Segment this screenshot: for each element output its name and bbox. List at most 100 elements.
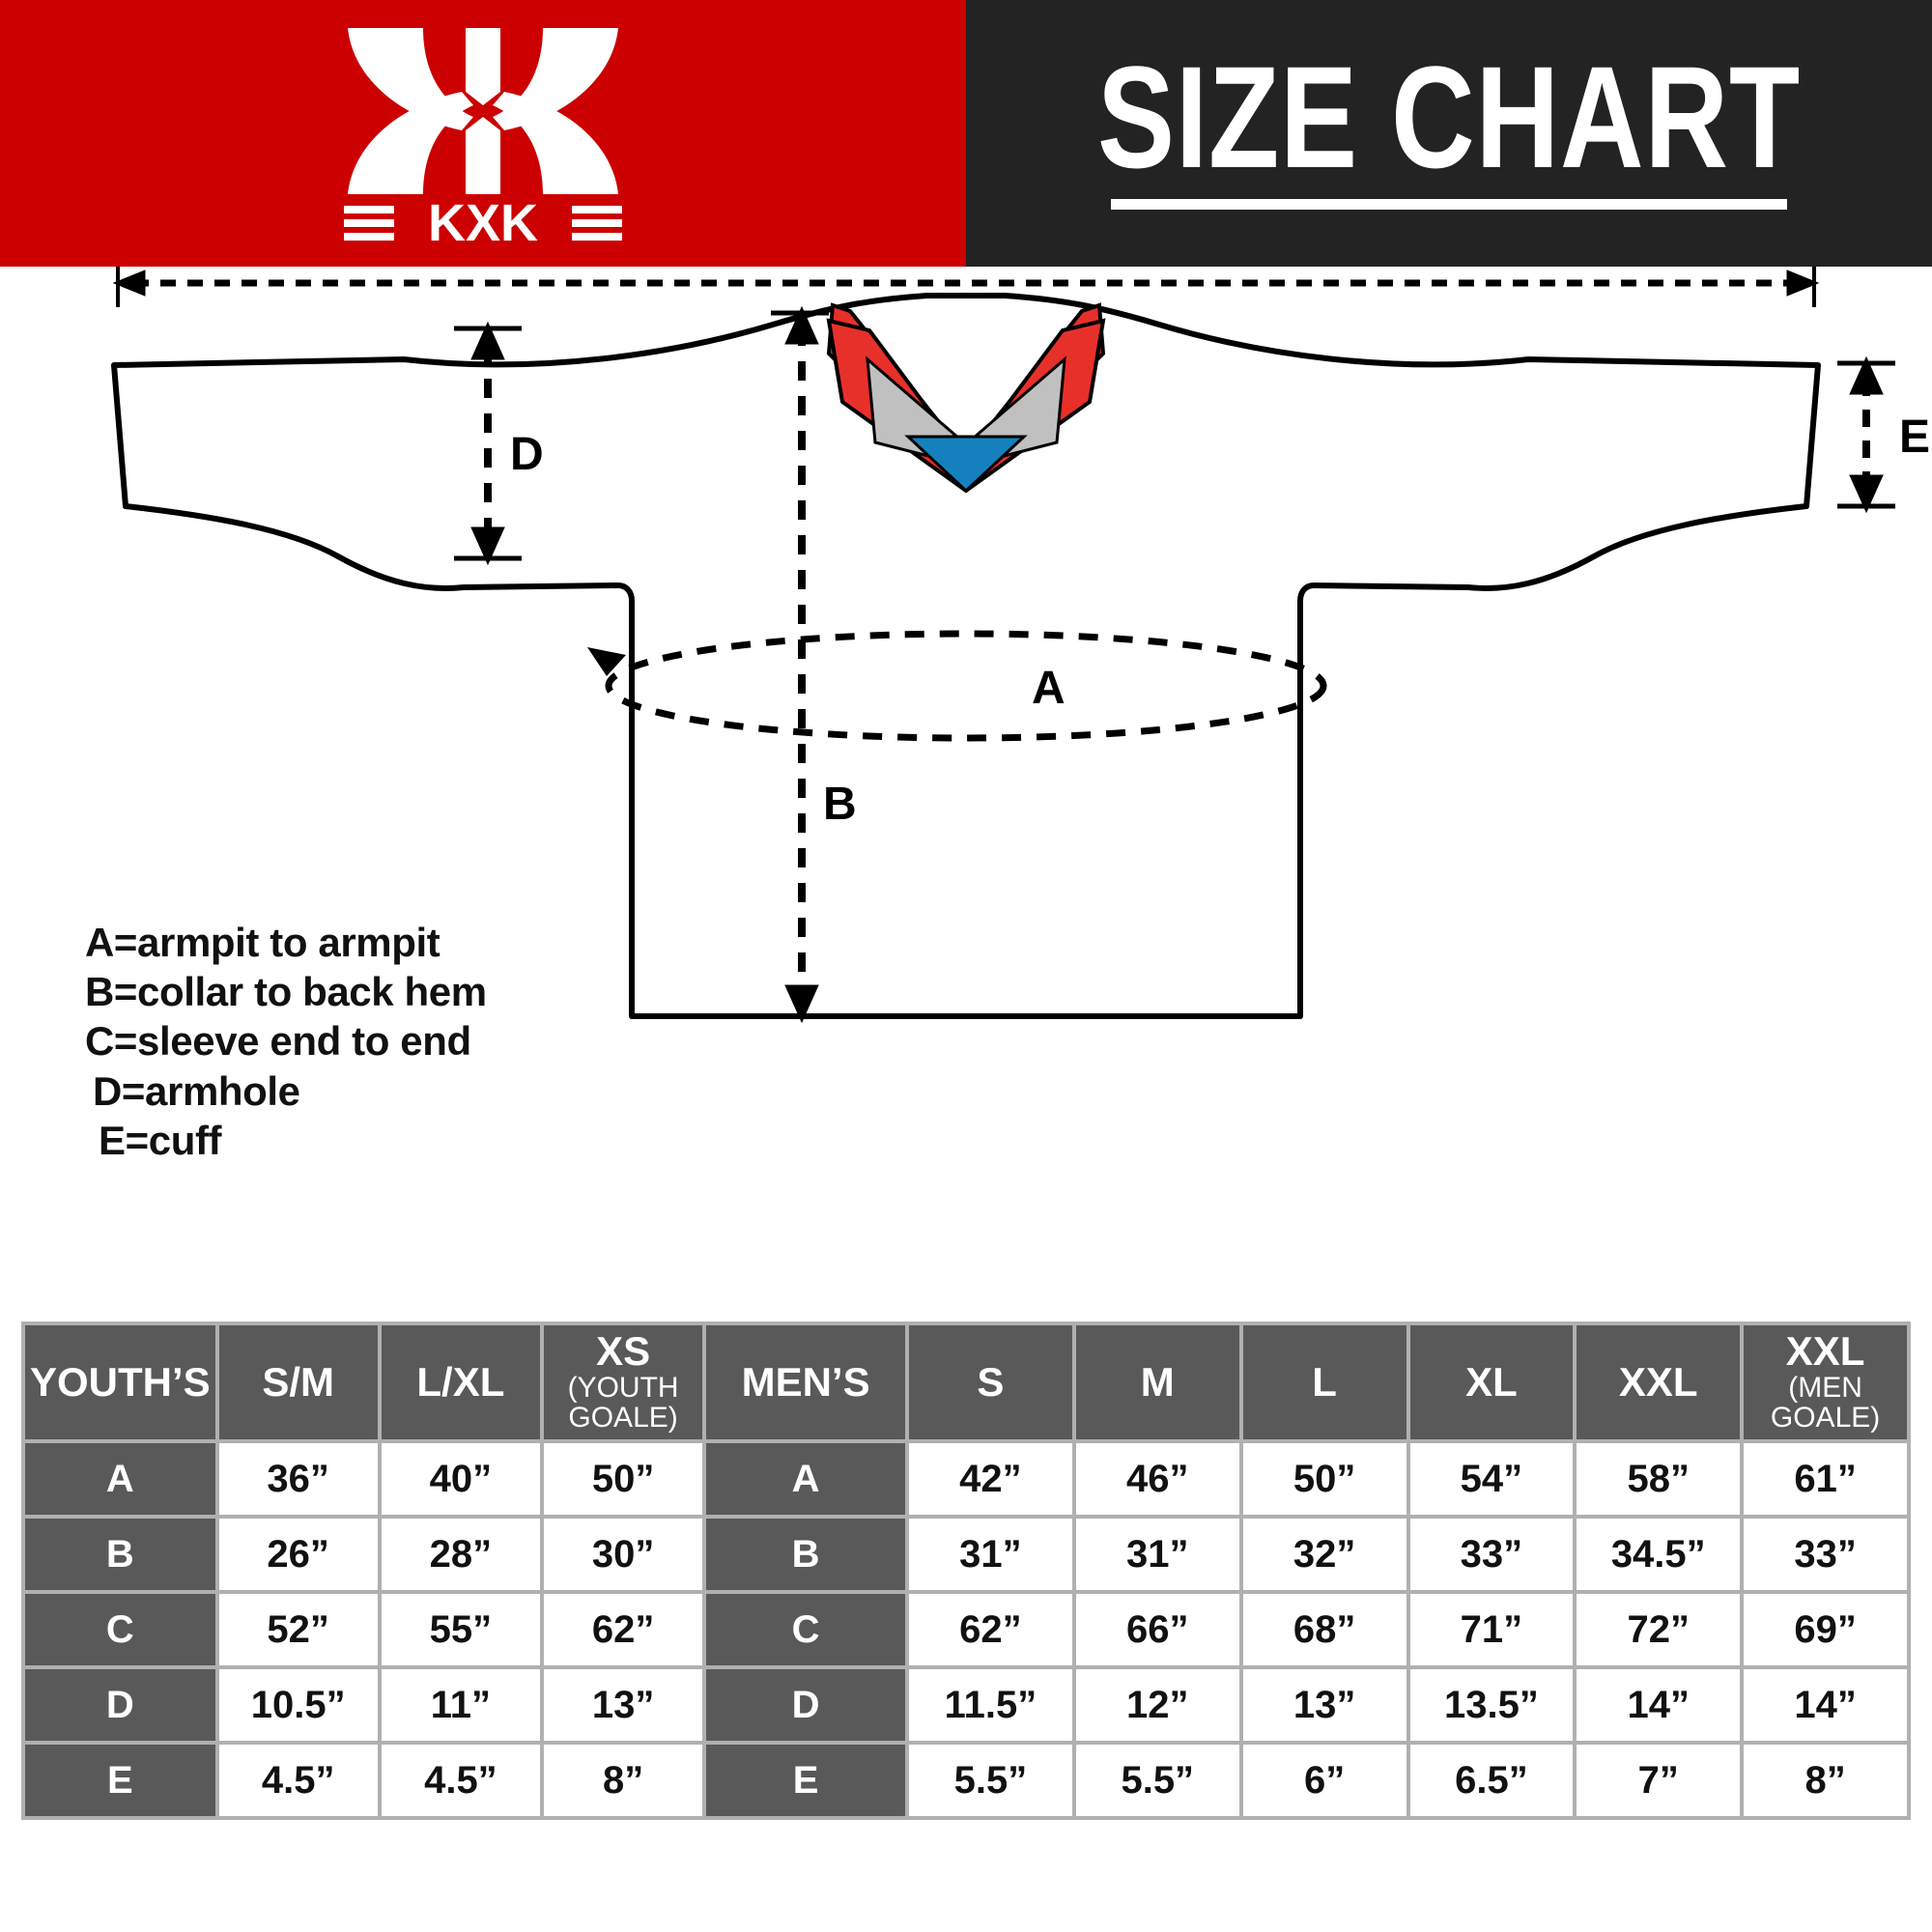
cell-youth-B-2: 30”: [543, 1519, 703, 1590]
cell-mens-D-2: 13”: [1242, 1669, 1406, 1741]
cell-youth-B-1: 28”: [381, 1519, 540, 1590]
header-mens-col-5: XXL (MEN GOALE): [1744, 1325, 1907, 1439]
header-main: MEN’S: [741, 1359, 870, 1405]
header-mens-col-0: S: [909, 1325, 1072, 1439]
cell-mens-D-0: 11.5”: [909, 1669, 1072, 1741]
cell-mens-C-3: 71”: [1409, 1594, 1574, 1665]
header-main: YOUTH’S: [29, 1359, 211, 1405]
cell-youth-C-0: 52”: [218, 1594, 378, 1665]
header-mens-col-3: XL: [1409, 1325, 1574, 1439]
brand-panel: KXK: [0, 0, 966, 267]
dimension-a-arrowhead: [587, 647, 626, 676]
logo-wordmark-text: KXK: [428, 194, 538, 244]
header-main: XXL: [1785, 1328, 1865, 1375]
page-header: KXK SIZE CHART: [0, 0, 1932, 267]
cell-youth-D-0: 10.5”: [218, 1669, 378, 1741]
cell-mens-A-5: 61”: [1744, 1443, 1907, 1515]
cell-youth-A-0: 36”: [218, 1443, 378, 1515]
cell-mens-C-2: 68”: [1242, 1594, 1406, 1665]
header-mens-col-1: M: [1075, 1325, 1239, 1439]
row-key-youth-B: B: [25, 1519, 215, 1590]
header-sub: (MEN GOALE): [1770, 1372, 1881, 1434]
header-main: S/M: [262, 1359, 335, 1405]
cell-mens-B-4: 34.5”: [1577, 1519, 1741, 1590]
header-main: S: [977, 1359, 1005, 1405]
cell-mens-C-4: 72”: [1577, 1594, 1741, 1665]
header-mens-col-2: L: [1242, 1325, 1406, 1439]
cell-mens-E-2: 6”: [1242, 1745, 1406, 1816]
header-main: L: [1312, 1359, 1337, 1405]
title-panel: SIZE CHART: [966, 0, 1932, 267]
legend-line-c: C=sleeve end to end: [85, 1018, 471, 1065]
header-youth-col-2: XS (YOUTH GOALE): [543, 1325, 703, 1439]
size-table: YOUTH’S S/M L/XL XS (YOUTH GOALE) MEN’S S M L XL X…: [21, 1321, 1911, 1820]
table-row: B 26” 28” 30” B 31” 31” 32” 33” 34.5” 33”: [25, 1519, 1907, 1590]
jersey-diagram: C: [0, 267, 1932, 1315]
table-header-row: YOUTH’S S/M L/XL XS (YOUTH GOALE) MEN’S S M L XL X…: [25, 1325, 1907, 1439]
legend-line-a: A=armpit to armpit: [85, 920, 440, 965]
row-key-youth-C: C: [25, 1594, 215, 1665]
cell-mens-C-0: 62”: [909, 1594, 1072, 1665]
table-row: A 36” 40” 50” A 42” 46” 50” 54” 58” 61”: [25, 1443, 1907, 1515]
cell-mens-E-4: 7”: [1577, 1745, 1741, 1816]
cell-mens-C-1: 66”: [1075, 1594, 1239, 1665]
row-key-mens-C: C: [706, 1594, 906, 1665]
dimension-a: [605, 630, 1327, 742]
dimension-label-a: A: [1032, 663, 1065, 714]
header-mens-title: MEN’S: [706, 1325, 906, 1439]
row-key-youth-D: D: [25, 1669, 215, 1741]
cell-mens-A-0: 42”: [909, 1443, 1072, 1515]
dimension-c: [112, 267, 1820, 307]
cell-youth-E-0: 4.5”: [218, 1745, 378, 1816]
kxk-logo: KXK: [338, 22, 628, 244]
cell-mens-E-1: 5.5”: [1075, 1745, 1239, 1816]
cell-mens-E-5: 8”: [1744, 1745, 1907, 1816]
cell-youth-B-0: 26”: [218, 1519, 378, 1590]
row-key-mens-A: A: [706, 1443, 906, 1515]
dimension-d: [454, 321, 522, 566]
cell-mens-D-5: 14”: [1744, 1669, 1907, 1741]
cell-mens-A-2: 50”: [1242, 1443, 1406, 1515]
dimension-label-d: D: [510, 429, 544, 480]
cell-mens-E-3: 6.5”: [1409, 1745, 1574, 1816]
legend-line-b: B=collar to back hem: [85, 969, 487, 1015]
header-youth-col-1: L/XL: [381, 1325, 540, 1439]
header-main: L/XL: [416, 1359, 505, 1405]
size-table-container: YOUTH’S S/M L/XL XS (YOUTH GOALE) MEN’S S M L XL X…: [21, 1321, 1911, 1820]
cell-youth-E-1: 4.5”: [381, 1745, 540, 1816]
header-main: M: [1140, 1359, 1175, 1405]
header-mens-col-4: XXL: [1577, 1325, 1741, 1439]
cell-mens-B-5: 33”: [1744, 1519, 1907, 1590]
row-key-mens-E: E: [706, 1745, 906, 1816]
dimension-label-b: B: [823, 779, 857, 830]
dimension-b: [771, 305, 829, 1024]
legend-line-d: D=armhole: [93, 1067, 300, 1114]
cell-mens-A-1: 46”: [1075, 1443, 1239, 1515]
page-title: SIZE CHART: [1097, 35, 1801, 198]
row-key-youth-E: E: [25, 1745, 215, 1816]
dimension-e: [1837, 355, 1895, 514]
header-youth-title: YOUTH’S: [25, 1325, 215, 1439]
cell-mens-D-3: 13.5”: [1409, 1669, 1574, 1741]
title-underline: [1111, 198, 1787, 210]
row-key-youth-A: A: [25, 1443, 215, 1515]
header-sub: (YOUTH GOALE): [567, 1372, 679, 1434]
header-main: XS: [596, 1328, 651, 1375]
table-row: D 10.5” 11” 13” D 11.5” 12” 13” 13.5” 14” 14”: [25, 1669, 1907, 1741]
cell-youth-E-2: 8”: [543, 1745, 703, 1816]
jersey-outline: [111, 293, 1821, 1019]
cell-mens-B-1: 31”: [1075, 1519, 1239, 1590]
cell-mens-E-0: 5.5”: [909, 1745, 1072, 1816]
cell-mens-A-3: 54”: [1409, 1443, 1574, 1515]
measurement-legend: A=armpit to armpit B=collar to back hem …: [85, 918, 587, 1165]
cell-mens-D-4: 14”: [1577, 1669, 1741, 1741]
collar-blue-accent: [904, 435, 1028, 494]
header-main: XXL: [1618, 1359, 1698, 1405]
cell-youth-C-2: 62”: [543, 1594, 703, 1665]
cell-youth-A-2: 50”: [543, 1443, 703, 1515]
cell-youth-D-1: 11”: [381, 1669, 540, 1741]
legend-line-e: E=cuff: [99, 1117, 222, 1163]
table-row: E 4.5” 4.5” 8” E 5.5” 5.5” 6” 6.5” 7” 8”: [25, 1745, 1907, 1816]
header-main: XL: [1465, 1359, 1518, 1405]
